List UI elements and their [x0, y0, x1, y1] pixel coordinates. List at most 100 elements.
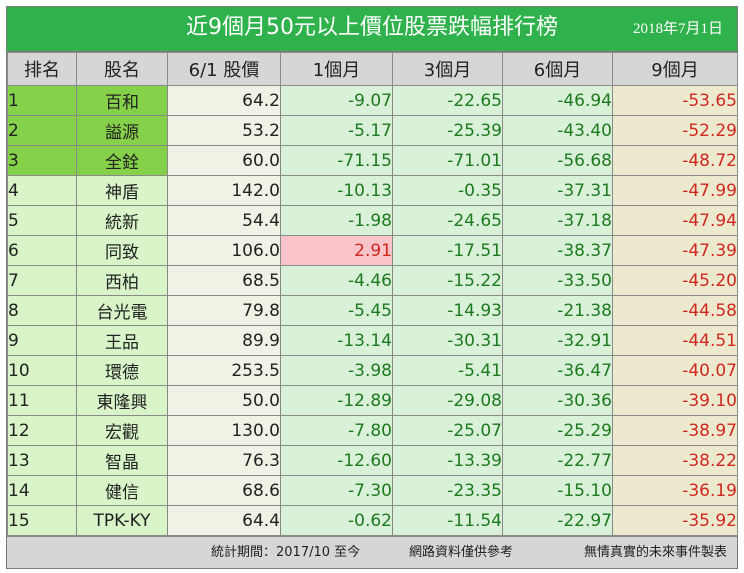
change-9-month-cell: -35.92 [612, 505, 738, 536]
rank-cell: 6 [7, 235, 77, 266]
change-1-month-cell: -12.60 [280, 445, 393, 476]
change-1-month-cell: -10.13 [280, 175, 393, 206]
change-1-month-cell: -1.98 [280, 205, 393, 236]
price-cell: 60.0 [167, 145, 281, 176]
change-1-month-cell: -0.62 [280, 505, 393, 536]
change-9-month-cell: -48.72 [612, 145, 738, 176]
change-3-month-cell: -17.51 [392, 235, 503, 266]
price-cell: 54.4 [167, 205, 281, 236]
change-6-month-cell: -22.97 [502, 505, 613, 536]
change-9-month-cell: -44.51 [612, 325, 738, 356]
stock-name-cell: 全銓 [76, 145, 168, 176]
change-6-month-cell: -25.29 [502, 415, 613, 446]
table-row: 1 百和 64.2 -9.07 -22.65 -46.94 -53.65 [7, 85, 738, 116]
rank-cell: 8 [7, 295, 77, 326]
price-cell: 53.2 [167, 115, 281, 146]
change-3-month-cell: -25.07 [392, 415, 503, 446]
stock-name-cell: 百和 [76, 85, 168, 116]
change-3-month-cell: -5.41 [392, 355, 503, 386]
footer-period: 統計期間：2017/10 至今 [211, 545, 361, 560]
change-6-month-cell: -30.36 [502, 385, 613, 416]
stock-name-cell: 健信 [76, 475, 168, 506]
header-name: 股名 [76, 52, 168, 86]
change-9-month-cell: -39.10 [612, 385, 738, 416]
stock-name-cell: TPK-KY [76, 505, 168, 536]
table-row: 9 王品 89.9 -13.14 -30.31 -32.91 -44.51 [7, 325, 738, 356]
header-3-month: 3個月 [392, 52, 503, 86]
change-6-month-cell: -37.18 [502, 205, 613, 236]
stock-name-cell: 宏觀 [76, 415, 168, 446]
change-9-month-cell: -45.20 [612, 265, 738, 296]
change-3-month-cell: -13.39 [392, 445, 503, 476]
change-3-month-cell: -15.22 [392, 265, 503, 296]
stock-name-cell: 東隆興 [76, 385, 168, 416]
change-6-month-cell: -15.10 [502, 475, 613, 506]
change-6-month-cell: -43.40 [502, 115, 613, 146]
price-cell: 142.0 [167, 175, 281, 206]
rank-cell: 1 [7, 85, 77, 116]
price-cell: 253.5 [167, 355, 281, 386]
stock-name-cell: 謚源 [76, 115, 168, 146]
rank-cell: 12 [7, 415, 77, 446]
table-row: 12 宏觀 130.0 -7.80 -25.07 -25.29 -38.97 [7, 415, 738, 446]
header-rank: 排名 [7, 52, 77, 86]
change-3-month-cell: -22.65 [392, 85, 503, 116]
change-9-month-cell: -52.29 [612, 115, 738, 146]
stock-name-cell: 同致 [76, 235, 168, 266]
stock-name-cell: 台光電 [76, 295, 168, 326]
header-1-month: 1個月 [280, 52, 393, 86]
change-9-month-cell: -47.99 [612, 175, 738, 206]
rank-cell: 3 [7, 145, 77, 176]
table-row: 8 台光電 79.8 -5.45 -14.93 -21.38 -44.58 [7, 295, 738, 326]
table-row: 11 東隆興 50.0 -12.89 -29.08 -30.36 -39.10 [7, 385, 738, 416]
rank-cell: 4 [7, 175, 77, 206]
price-cell: 50.0 [167, 385, 281, 416]
change-3-month-cell: -25.39 [392, 115, 503, 146]
footer-note: 網路資料僅供參考 [409, 545, 514, 560]
table-row: 13 智晶 76.3 -12.60 -13.39 -22.77 -38.22 [7, 445, 738, 476]
stock-name-cell: 神盾 [76, 175, 168, 206]
change-6-month-cell: -56.68 [502, 145, 613, 176]
header-9-month: 9個月 [612, 52, 738, 86]
rank-cell: 15 [7, 505, 77, 536]
table-row: 15 TPK-KY 64.4 -0.62 -11.54 -22.97 -35.92 [7, 505, 738, 536]
change-6-month-cell: -32.91 [502, 325, 613, 356]
header-6-month: 6個月 [502, 52, 613, 86]
change-6-month-cell: -33.50 [502, 265, 613, 296]
stock-name-cell: 環德 [76, 355, 168, 386]
change-9-month-cell: -47.94 [612, 205, 738, 236]
change-6-month-cell: -37.31 [502, 175, 613, 206]
change-1-month-cell: -5.17 [280, 115, 393, 146]
change-6-month-cell: -22.77 [502, 445, 613, 476]
change-3-month-cell: -24.65 [392, 205, 503, 236]
change-3-month-cell: -29.08 [392, 385, 503, 416]
change-1-month-cell: 2.91 [280, 235, 393, 266]
change-3-month-cell: -14.93 [392, 295, 503, 326]
table-title: 近9個月50元以上價位股票跌幅排行榜 [186, 15, 558, 40]
change-1-month-cell: -3.98 [280, 355, 393, 386]
table-row: 3 全銓 60.0 -71.15 -71.01 -56.68 -48.72 [7, 145, 738, 176]
table-date: 2018年7月1日 [632, 21, 723, 37]
change-1-month-cell: -7.80 [280, 415, 393, 446]
footer-bar: 統計期間：2017/10 至今 網路資料僅供參考 無情真實的未來事件製表 [7, 536, 737, 568]
change-6-month-cell: -46.94 [502, 85, 613, 116]
table-header-row: 排名 股名 6/1 股價 1個月 3個月 6個月 9個月 [7, 52, 738, 86]
table-row: 6 同致 106.0 2.91 -17.51 -38.37 -47.39 [7, 235, 738, 266]
change-6-month-cell: -38.37 [502, 235, 613, 266]
footer-credit: 無情真實的未來事件製表 [583, 545, 727, 560]
table-row: 2 謚源 53.2 -5.17 -25.39 -43.40 -52.29 [7, 115, 738, 146]
change-1-month-cell: -12.89 [280, 385, 393, 416]
change-9-month-cell: -44.58 [612, 295, 738, 326]
change-3-month-cell: -71.01 [392, 145, 503, 176]
price-cell: 68.6 [167, 475, 281, 506]
change-3-month-cell: -0.35 [392, 175, 503, 206]
price-cell: 64.4 [167, 505, 281, 536]
change-1-month-cell: -4.46 [280, 265, 393, 296]
stock-name-cell: 西柏 [76, 265, 168, 296]
stock-name-cell: 統新 [76, 205, 168, 236]
change-1-month-cell: -9.07 [280, 85, 393, 116]
stock-name-cell: 王品 [76, 325, 168, 356]
table-row: 7 西柏 68.5 -4.46 -15.22 -33.50 -45.20 [7, 265, 738, 296]
table-row: 14 健信 68.6 -7.30 -23.35 -15.10 -36.19 [7, 475, 738, 506]
price-cell: 79.8 [167, 295, 281, 326]
